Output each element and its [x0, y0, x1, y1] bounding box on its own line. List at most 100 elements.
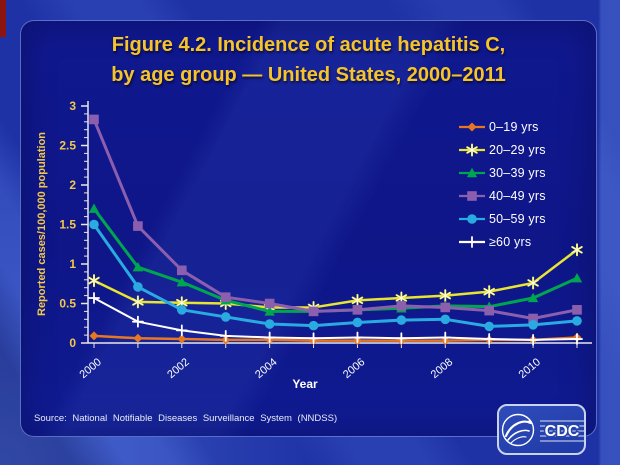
diamond-marker-icon [89, 331, 99, 341]
screen-edge-artifact [0, 0, 6, 37]
x-tick-label: 2010 [517, 356, 543, 381]
x-tick-label: 2008 [429, 356, 455, 381]
square-marker-icon [264, 298, 275, 309]
square-marker-icon [133, 221, 143, 231]
circle-marker-icon [484, 321, 494, 332]
circle-marker-icon [467, 214, 477, 224]
square-marker-icon [308, 306, 319, 317]
triangle-marker-icon [571, 273, 583, 283]
legend-triangle-icon [459, 167, 485, 178]
triangle-marker-icon [88, 203, 100, 213]
cdc-wordmark: CDC [540, 420, 584, 441]
y-axis-title: Reported cases/100,000 population [36, 132, 48, 316]
triangle-marker-icon [176, 276, 188, 287]
circle-marker-icon [89, 219, 99, 230]
x-axis-title: Year [292, 377, 318, 391]
legend-item-0-19-yrs: 0–19 yrs [457, 116, 546, 138]
plus-marker-icon [439, 331, 452, 344]
legend-label: ≥60 yrs [489, 235, 532, 249]
square-marker-icon [528, 313, 538, 324]
hhs-seal-icon [501, 413, 535, 446]
plus-marker-icon [395, 332, 408, 345]
triangle-marker-icon [132, 261, 144, 272]
series-40-49-yrs [89, 114, 582, 324]
star-marker-icon [483, 285, 495, 299]
circle-marker-icon [572, 316, 582, 326]
y-tick-label: 0.5 [59, 297, 76, 311]
diamond-marker-icon [467, 122, 477, 132]
legend-circle-icon [459, 214, 485, 224]
chart-title-line2: by age group — United States, 2000–2011 [111, 64, 506, 86]
plus-marker-icon [527, 333, 539, 346]
legend-item-20-29-yrs: 20–29 yrs [457, 139, 546, 161]
legend-item-50-59-yrs: 50–59 yrs [457, 208, 546, 230]
source-note: Source: National Notifiable Diseases Sur… [34, 413, 338, 424]
cdc-logo: CDC [497, 404, 586, 455]
star-marker-icon [132, 295, 144, 309]
series-line [93, 297, 578, 341]
legend-label: 0–19 yrs [489, 120, 539, 134]
y-tick-label: 1.5 [59, 218, 76, 232]
star-marker-icon [571, 243, 583, 257]
x-tick-label: 2004 [253, 356, 279, 381]
square-marker-icon [440, 302, 451, 313]
circle-marker-icon [220, 312, 231, 322]
series-50-59-yrs [89, 219, 582, 332]
plus-marker-icon [132, 315, 144, 328]
diamond-marker-icon [133, 333, 143, 343]
plus-marker-icon [175, 324, 188, 337]
circle-marker-icon [177, 305, 187, 315]
circle-marker-icon [264, 319, 275, 329]
x-tick-label: 2006 [341, 356, 367, 381]
legend-square-icon [459, 191, 485, 201]
chart-title: Figure 4.2. Incidence of acute hepatitis… [20, 30, 597, 90]
circle-marker-icon [352, 317, 363, 328]
square-marker-icon [352, 305, 363, 315]
slide-panel [20, 20, 597, 437]
legend-item-40-49-yrs: 40–49 yrs [457, 185, 546, 207]
series-line [92, 118, 578, 321]
triangle-marker-icon [466, 167, 478, 178]
y-tick-label: 2 [69, 178, 76, 192]
legend-label: 40–49 yrs [489, 189, 546, 203]
plus-marker-icon [219, 329, 232, 342]
chart-legend: 0–19 yrs 20–29 yrs 30–39 yrs 40–49 yrs 50–59… [457, 116, 546, 253]
series-line [92, 223, 578, 328]
plus-marker-icon [88, 292, 100, 304]
x-tick-label: 2002 [165, 356, 191, 381]
legend-label: 50–59 yrs [489, 212, 546, 226]
plus-marker-icon [483, 333, 496, 345]
star-marker-icon [527, 276, 539, 290]
square-marker-icon [177, 265, 187, 276]
plus-marker-icon [307, 332, 320, 345]
square-marker-icon [572, 305, 582, 315]
square-marker-icon [89, 114, 99, 125]
legend-item-30-39-yrs: 30–39 yrs [457, 162, 546, 184]
legend-plus-icon [459, 236, 485, 248]
legend-star-icon [459, 143, 485, 157]
circle-marker-icon [440, 314, 451, 325]
plus-marker-icon [571, 333, 583, 345]
legend-label: 30–39 yrs [489, 166, 546, 180]
cdc-text: CDC [545, 423, 580, 440]
circle-marker-icon [528, 320, 538, 330]
y-tick-label: 1 [69, 257, 76, 271]
circle-marker-icon [133, 282, 143, 292]
triangle-marker-icon [264, 306, 275, 316]
plus-marker-icon [466, 236, 478, 248]
plus-marker-icon [263, 331, 276, 344]
series-ge60-yrs [88, 292, 583, 346]
square-marker-icon [467, 191, 477, 201]
circle-marker-icon [396, 315, 407, 325]
chart-title-line1: Figure 4.2. Incidence of acute hepatitis… [111, 34, 506, 56]
x-tick-label: 2000 [77, 356, 103, 381]
legend-diamond-icon [459, 122, 485, 132]
diamond-marker-icon [177, 334, 187, 344]
plus-marker-icon [351, 331, 364, 344]
square-marker-icon [396, 301, 407, 311]
star-marker-icon [466, 143, 478, 157]
star-marker-icon [88, 274, 100, 288]
y-tick-label: 0 [69, 336, 76, 350]
